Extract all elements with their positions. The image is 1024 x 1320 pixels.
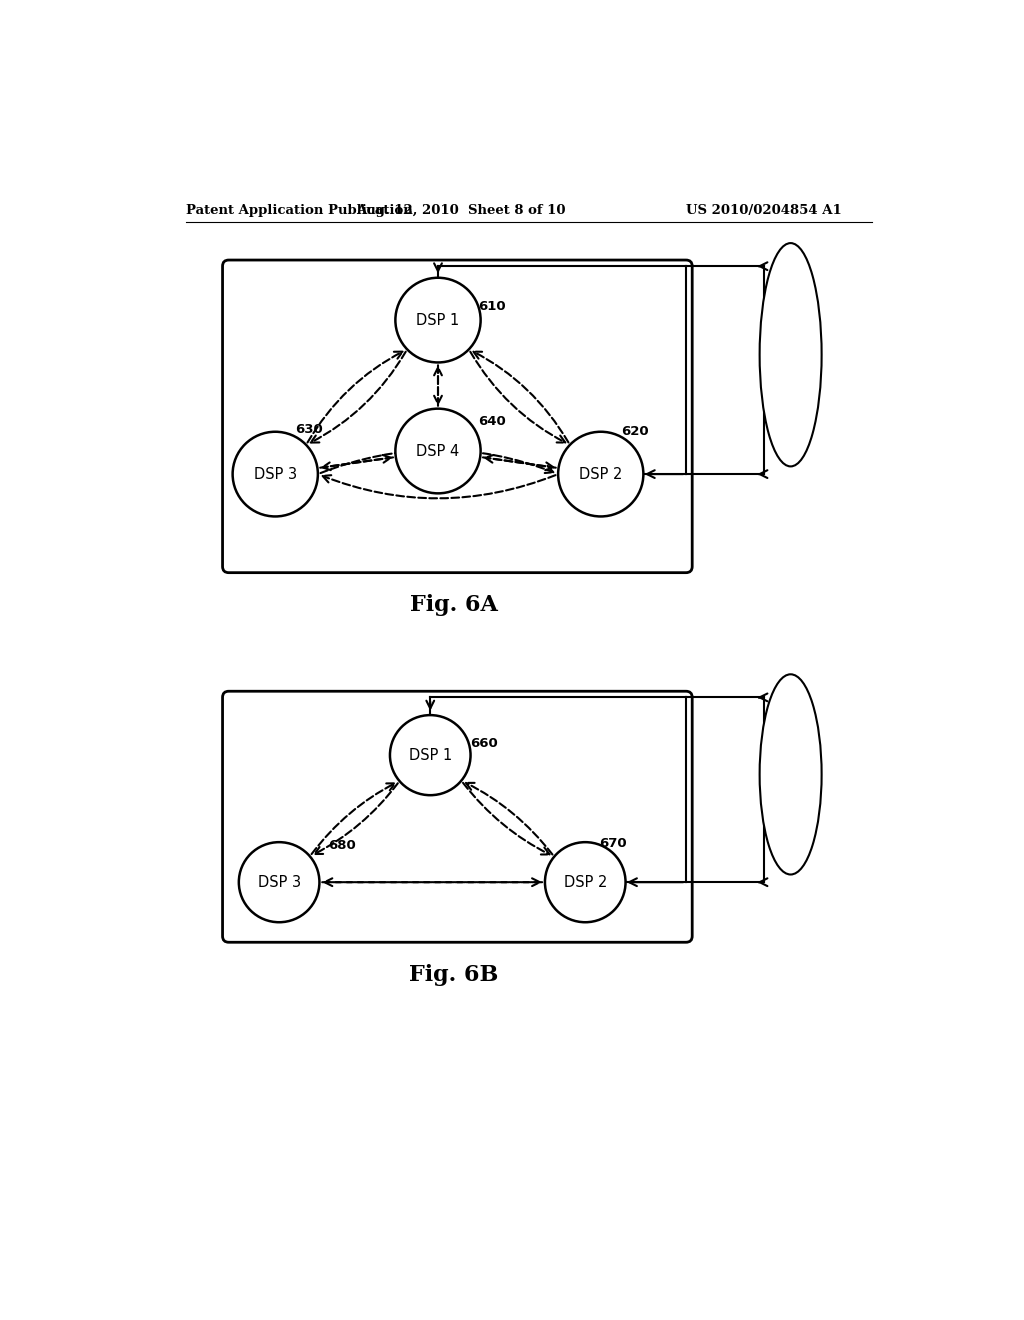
Text: Patent Application Publication: Patent Application Publication [186, 205, 413, 218]
Text: DSP 1: DSP 1 [417, 313, 460, 327]
Text: DSP 3: DSP 3 [254, 466, 297, 482]
FancyBboxPatch shape [222, 260, 692, 573]
Text: US 2010/0204854 A1: US 2010/0204854 A1 [686, 205, 842, 218]
Text: DSP 2: DSP 2 [579, 466, 623, 482]
Circle shape [239, 842, 319, 923]
FancyBboxPatch shape [222, 692, 692, 942]
Text: Aug. 12, 2010  Sheet 8 of 10: Aug. 12, 2010 Sheet 8 of 10 [356, 205, 566, 218]
Text: DSP 1: DSP 1 [409, 747, 452, 763]
Circle shape [395, 409, 480, 494]
Text: Fig. 6A: Fig. 6A [410, 594, 498, 616]
Text: 670: 670 [599, 837, 627, 850]
Circle shape [545, 842, 626, 923]
Text: DSP 3: DSP 3 [258, 875, 301, 890]
Text: 630: 630 [295, 422, 323, 436]
Text: 660: 660 [471, 737, 499, 750]
Circle shape [232, 432, 317, 516]
Text: 680: 680 [328, 838, 355, 851]
Text: 620: 620 [621, 425, 648, 438]
Ellipse shape [760, 675, 821, 874]
Ellipse shape [760, 243, 821, 466]
Circle shape [558, 432, 643, 516]
Circle shape [390, 715, 471, 795]
Text: DSP 4: DSP 4 [417, 444, 460, 458]
Circle shape [395, 277, 480, 363]
Text: 610: 610 [478, 300, 506, 313]
Text: Fig. 6B: Fig. 6B [409, 964, 499, 986]
Text: DSP 2: DSP 2 [563, 875, 607, 890]
Text: 640: 640 [478, 416, 506, 428]
